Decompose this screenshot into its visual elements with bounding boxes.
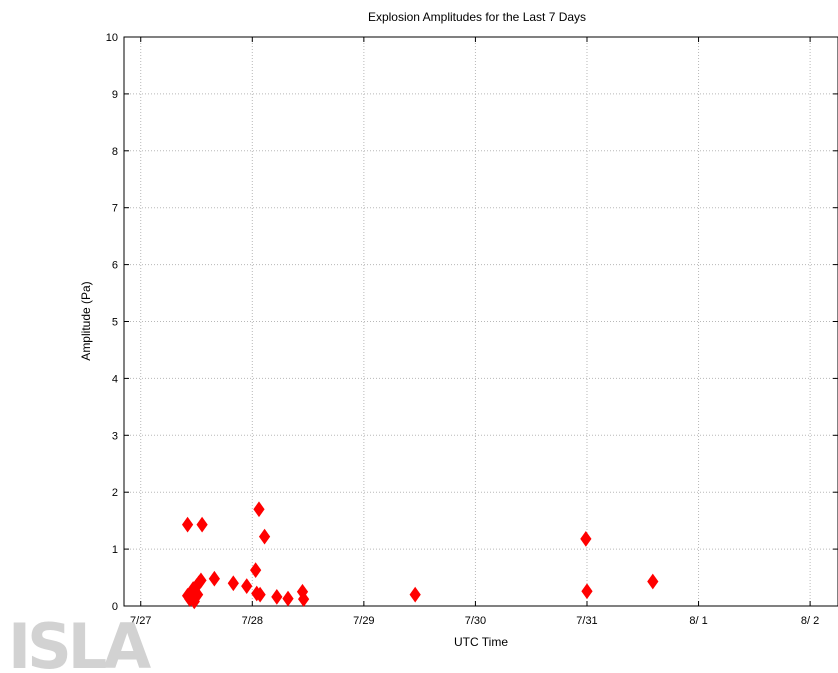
y-tick-label: 1 [112,544,118,556]
data-point-marker [647,573,659,590]
x-axis-title: UTC Time [454,635,508,649]
data-point-marker [282,590,294,607]
data-point-marker [195,572,207,589]
x-tick-label: 8/ 2 [801,615,819,627]
x-tick-label: 7/29 [353,615,374,627]
y-tick-label: 10 [106,32,118,44]
data-point-marker [253,501,265,518]
y-tick-label: 8 [112,146,118,158]
data-point-marker [196,516,208,533]
x-tick-label: 7/31 [576,615,597,627]
data-point-marker [298,591,310,608]
y-tick-label: 3 [112,430,118,442]
y-tick-label: 6 [112,260,118,272]
y-axis-title: Amplitude (Pa) [79,281,93,360]
data-point-marker [580,530,592,547]
data-point-marker [271,589,283,605]
y-tick-label: 7 [112,203,118,215]
y-tick-label: 2 [112,487,118,499]
y-tick-labels: 0 1 2 3 4 5 6 7 8 9 10 [106,32,118,613]
data-point-marker [250,562,262,579]
data-points [181,501,659,610]
data-point-marker [208,570,220,587]
y-tick-label: 4 [112,373,118,385]
x-tick-labels: 7/27 7/28 7/29 7/30 7/31 8/ 1 8/ 2 [130,615,819,627]
data-point-marker [241,578,253,594]
data-point-marker [581,583,593,600]
y-tick-label: 0 [112,601,118,613]
y-tick-label: 5 [112,317,118,329]
data-point-marker [192,586,204,603]
grid [124,37,838,606]
y-tick-label: 9 [112,89,118,101]
data-point-marker [254,586,266,603]
chart-title: Explosion Amplitudes for the Last 7 Days [368,10,586,24]
data-point-marker [409,586,421,603]
data-point-marker [181,516,194,533]
watermark-logo: ISLA [8,610,151,673]
plot-frame [123,36,838,607]
data-point-marker [227,575,239,592]
data-point-marker [258,528,271,545]
x-tick-label: 7/28 [242,615,263,627]
x-tick-label: 7/30 [465,615,486,627]
x-tick-label: 8/ 1 [689,615,707,627]
x-tick-label: 7/27 [130,615,151,627]
